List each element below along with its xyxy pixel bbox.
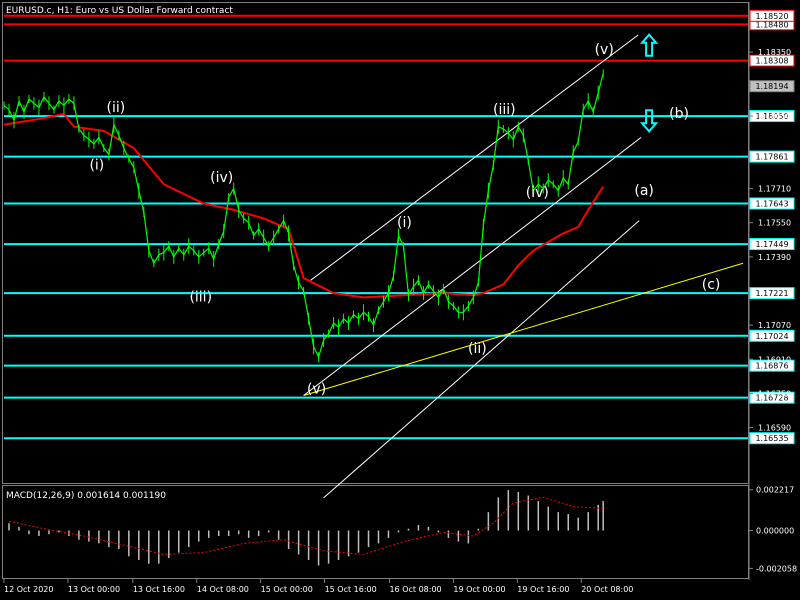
wave-label-5: (v) bbox=[307, 381, 326, 397]
price-bars bbox=[3, 69, 604, 363]
y-tick-label-0: 1.18350 bbox=[758, 48, 791, 57]
macd-tick-label-1: 0.000000 bbox=[756, 527, 794, 536]
level-label-box-7 bbox=[749, 238, 795, 251]
time-axis-ticks: 12 Oct 2020 13 Oct 00:00 13 Oct 16:00 14 Oc… bbox=[3, 579, 633, 594]
arrow-marks bbox=[639, 33, 659, 133]
trend-line-3 bbox=[303, 262, 744, 397]
y-tick-label-6: 1.16910 bbox=[758, 355, 791, 364]
wave-labels: (ii) (i) (iv) (iii) (i) (v) (iii) (iv) (ii) (v) (b… bbox=[89, 42, 720, 397]
wave-label-3: (iii) bbox=[189, 290, 212, 306]
y-tick-label-3: 1.17550 bbox=[758, 219, 791, 228]
wave-label-1: (i) bbox=[89, 157, 104, 173]
level-label-5: 1.17861 bbox=[755, 153, 788, 162]
x-tick-label-9: 20 Oct 08:00 bbox=[581, 585, 633, 594]
macd-indicator: 0.002217 0.000000 -0.002058 bbox=[8, 486, 797, 573]
macd-tick-label-0: 0.002217 bbox=[756, 486, 794, 495]
macd-label: MACD(12,26,9) 0.001614 0.001190 bbox=[6, 491, 166, 501]
level-label-box-10 bbox=[749, 359, 795, 372]
wave-label-7: (iv) bbox=[526, 185, 549, 201]
y-tick-label-5: 1.17070 bbox=[758, 321, 791, 330]
level-label-box-1 bbox=[749, 9, 795, 22]
wave-label-8: (ii) bbox=[468, 341, 487, 357]
x-tick-label-3: 14 Oct 08:00 bbox=[197, 585, 249, 594]
trend-line-2 bbox=[323, 220, 640, 499]
trend-line-0 bbox=[310, 34, 639, 281]
x-tick-label-7: 19 Oct 00:00 bbox=[453, 585, 505, 594]
level-label-box-6 bbox=[749, 197, 795, 210]
wave-label-12: (c) bbox=[702, 277, 721, 293]
level-label-12: 1.16535 bbox=[755, 434, 788, 443]
x-tick-label-2: 13 Oct 16:00 bbox=[133, 585, 185, 594]
up-arrow-icon bbox=[639, 33, 659, 57]
level-label-box-3 bbox=[749, 80, 795, 93]
wave-label-2: (iv) bbox=[210, 170, 233, 186]
trend-line-1 bbox=[303, 137, 642, 396]
macd-tick-label-2: -0.002058 bbox=[756, 564, 797, 573]
level-label-10: 1.16876 bbox=[755, 362, 788, 371]
wave-label-11: (a) bbox=[634, 183, 654, 199]
wave-label-6: (iii) bbox=[493, 102, 516, 118]
x-tick-label-6: 16 Oct 08:00 bbox=[389, 585, 441, 594]
chart-title: EURUSD.c, H1: Euro vs US Dollar Forward … bbox=[6, 6, 233, 16]
level-label-box-2 bbox=[749, 54, 795, 67]
x-tick-label-0: 12 Oct 2020 bbox=[4, 585, 53, 594]
level-label-box-12 bbox=[749, 432, 795, 445]
channel-lines bbox=[303, 34, 744, 499]
level-label-4: 1.18050 bbox=[755, 112, 788, 121]
x-tick-label-8: 19 Oct 16:00 bbox=[517, 585, 569, 594]
level-label-0: 1.18480 bbox=[755, 20, 788, 29]
level-label-9: 1.17024 bbox=[755, 332, 788, 341]
moving-average-line bbox=[3, 112, 605, 299]
y-tick-label-1: 1.18050 bbox=[758, 112, 791, 121]
x-tick-label-1: 13 Oct 00:00 bbox=[68, 585, 120, 594]
wave-label-9: (v) bbox=[595, 42, 614, 58]
y-tick-label-8: 1.16590 bbox=[758, 424, 791, 433]
x-tick-label-5: 15 Oct 16:00 bbox=[325, 585, 377, 594]
level-label-box-11 bbox=[749, 391, 795, 404]
y-tick-label-2: 1.17710 bbox=[758, 185, 791, 194]
wave-label-0: (ii) bbox=[106, 100, 125, 116]
level-label-11: 1.16728 bbox=[755, 394, 788, 403]
wave-label-10: (b) bbox=[669, 106, 689, 122]
level-label-8: 1.17221 bbox=[755, 289, 788, 298]
macd-signal-line bbox=[8, 496, 604, 555]
level-label-1: 1.18520 bbox=[755, 12, 788, 21]
level-label-box-8 bbox=[749, 287, 795, 300]
x-tick-label-4: 15 Oct 00:00 bbox=[261, 585, 313, 594]
level-label-6: 1.17643 bbox=[755, 200, 788, 209]
y-tick-label-4: 1.17390 bbox=[758, 253, 791, 262]
moving-average-series bbox=[3, 112, 605, 299]
level-label-box-9 bbox=[749, 329, 795, 342]
price-axis-ticks: 1.18350 1.18050 1.17710 1.17550 1.17390 1.170… bbox=[749, 48, 791, 433]
level-label-box-5 bbox=[749, 150, 795, 163]
wave-label-4: (i) bbox=[397, 215, 412, 231]
down-arrow-icon bbox=[639, 109, 659, 133]
level-label-3: 1.18194 bbox=[755, 82, 788, 91]
level-label-7: 1.17449 bbox=[755, 240, 788, 249]
y-tick-label-7: 1.16750 bbox=[758, 389, 791, 398]
level-label-2: 1.18308 bbox=[755, 57, 788, 66]
